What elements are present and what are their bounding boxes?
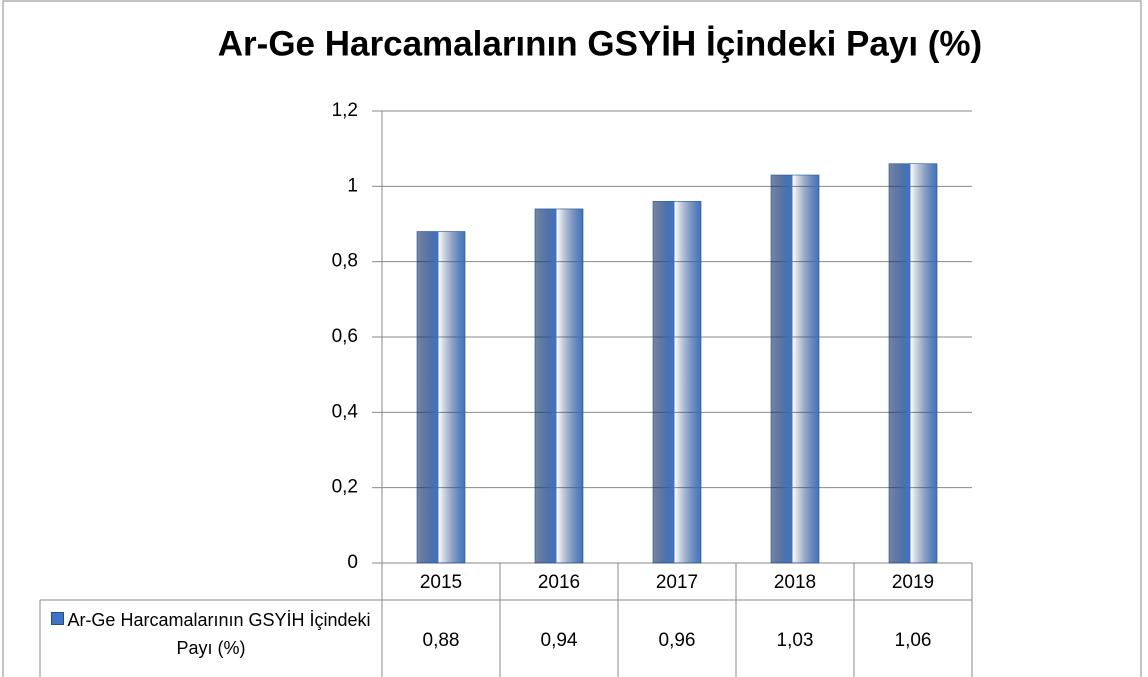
x-tick-label: 2017: [656, 572, 698, 593]
y-tick-label: 0,2: [332, 477, 358, 498]
legend-label: Ar-Ge Harcamalarının GSYİH İçindeki Payı…: [67, 610, 371, 658]
y-tick-label: 0: [347, 552, 358, 573]
bar: [534, 208, 584, 564]
bar: [888, 163, 938, 564]
y-tick-label: 0,8: [332, 251, 358, 272]
table-value: 1,03: [777, 630, 814, 651]
x-tick-label: 2019: [892, 572, 934, 593]
y-tick-label: 0,6: [332, 326, 358, 347]
legend-entry: Ar-Ge Harcamalarının GSYİH İçindeki Payı…: [42, 606, 380, 662]
table-value: 0,94: [541, 630, 578, 651]
x-tick-label: 2015: [420, 572, 462, 593]
bar: [416, 231, 466, 564]
table-value: 1,06: [895, 630, 932, 651]
chart-title: Ar-Ge Harcamalarının GSYİH İçindeki Payı…: [218, 24, 982, 63]
y-tick-label: 0,4: [332, 401, 359, 422]
x-tick-label: 2016: [538, 572, 580, 593]
table-value: 0,96: [659, 630, 696, 651]
legend-key: [51, 612, 65, 625]
bar: [770, 174, 820, 564]
x-tick-label: 2018: [774, 572, 816, 593]
table-value: 0,88: [423, 630, 460, 651]
y-tick-label: 1,2: [332, 100, 358, 121]
bar: [652, 201, 702, 564]
y-tick-label: 1: [347, 175, 358, 196]
